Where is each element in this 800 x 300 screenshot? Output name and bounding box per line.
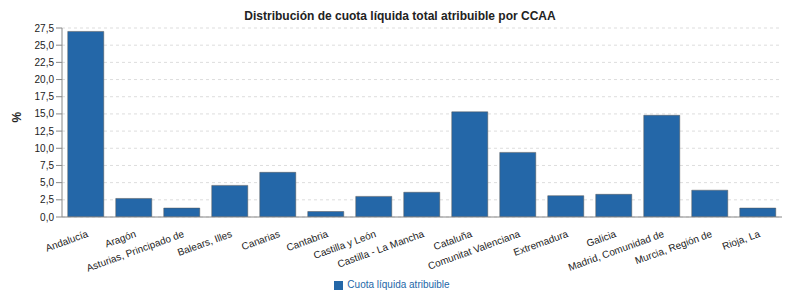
svg-text:25,0: 25,0 — [35, 40, 55, 51]
svg-text:7,5: 7,5 — [40, 160, 54, 171]
svg-text:2,5: 2,5 — [40, 194, 54, 205]
svg-text:15,0: 15,0 — [35, 108, 55, 119]
svg-text:Cataluña: Cataluña — [432, 228, 474, 253]
svg-text:Castilla - La Mancha: Castilla - La Mancha — [336, 228, 426, 270]
svg-text:Madrid, Comunidad de: Madrid, Comunidad de — [566, 228, 666, 273]
svg-text:Murcia, Región de: Murcia, Región de — [633, 228, 713, 266]
svg-text:Comunitat Valenciana: Comunitat Valenciana — [426, 228, 521, 272]
svg-text:Canarias: Canarias — [240, 228, 281, 252]
svg-text:5,0: 5,0 — [40, 177, 54, 188]
svg-text:Aragón: Aragón — [103, 228, 138, 250]
svg-text:12,5: 12,5 — [35, 126, 55, 137]
svg-text:Galicia: Galicia — [584, 228, 618, 249]
svg-text:Balears, Illes: Balears, Illes — [176, 228, 234, 258]
svg-text:10,0: 10,0 — [35, 143, 55, 154]
svg-text:Rioja, La: Rioja, La — [721, 228, 762, 252]
html-text:Cuota líquida atribuible: Cuota líquida atribuible — [347, 279, 450, 290]
svg-text:Cantabria: Cantabria — [284, 228, 330, 254]
svg-text:Asturias, Principado de: Asturias, Principado de — [85, 228, 186, 274]
svg-text:Extremadura: Extremadura — [512, 228, 570, 258]
svg-text:%: % — [10, 112, 24, 123]
svg-text:20,0: 20,0 — [35, 74, 55, 85]
svg-text:17,5: 17,5 — [35, 91, 55, 102]
svg-text:0,0: 0,0 — [40, 212, 54, 223]
svg-text:27,5: 27,5 — [35, 24, 55, 34]
svg-text:Castilla y León: Castilla y León — [312, 228, 378, 261]
html-text:Distribución de cuota líquida: Distribución de cuota líquida total atri… — [244, 9, 556, 23]
svg-text:22,5: 22,5 — [35, 57, 55, 68]
svg-text:Andalucía: Andalucía — [44, 228, 90, 254]
